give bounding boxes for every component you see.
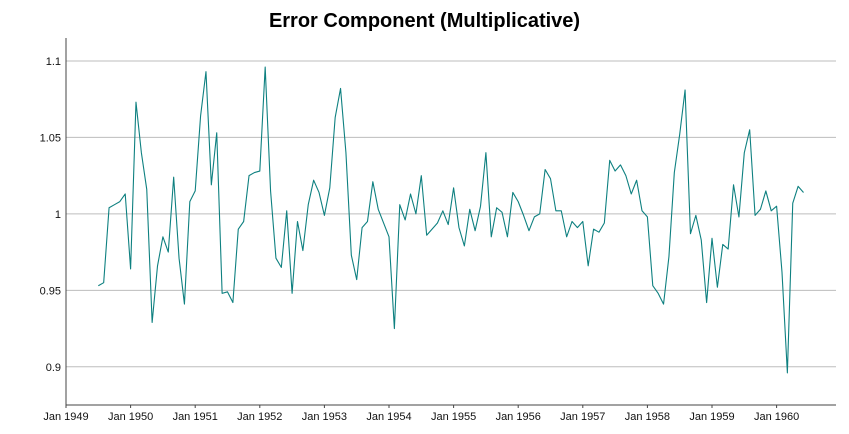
x-tick-label: Jan 1955 (431, 411, 476, 423)
y-tick-label: 0.95 (40, 285, 61, 297)
chart-title: Error Component (Multiplicative) (268, 10, 581, 32)
x-tick-label: Jan 1953 (302, 411, 347, 423)
y-tick-label: 1.1 (46, 56, 61, 68)
y-tick-label: 0.9 (46, 362, 61, 374)
x-tick-label: Jan 1951 (173, 411, 218, 423)
x-tick-label: Jan 1950 (108, 411, 153, 423)
x-tick-label: Jan 1949 (43, 411, 88, 423)
x-tick-label: Jan 1954 (366, 411, 411, 423)
series-line (98, 66, 804, 374)
x-tick-label: Jan 1959 (689, 411, 734, 423)
y-tick-label: 1.05 (40, 132, 61, 144)
x-tick-label: Jan 1957 (560, 411, 605, 423)
y-tick-label: 1 (55, 209, 61, 221)
x-tick-label: Jan 1960 (754, 411, 799, 423)
x-tick-label: Jan 1956 (496, 411, 541, 423)
x-tick-label: Jan 1958 (625, 411, 670, 423)
x-tick-label: Jan 1952 (237, 411, 282, 423)
